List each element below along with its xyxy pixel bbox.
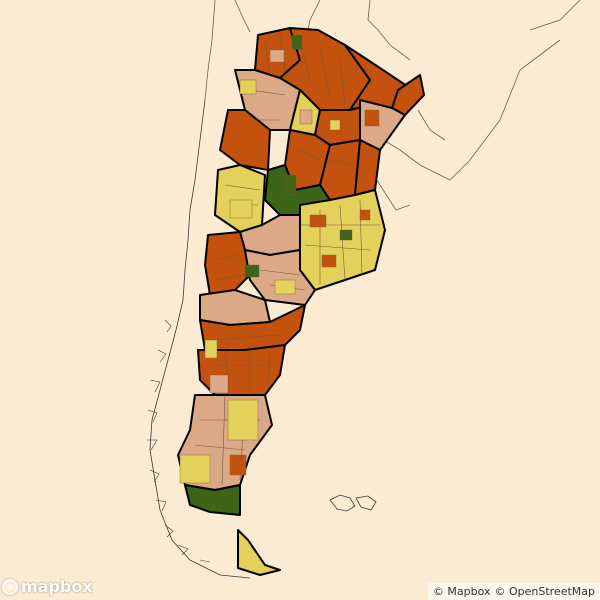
region-mendoza[interactable] (204, 231, 251, 296)
region-entre-rios[interactable] (354, 139, 381, 196)
mapbox-logo-text: mapbox (21, 577, 93, 596)
attribution-osm-link[interactable]: © OpenStreetMap (494, 585, 595, 598)
chile-islands (147, 319, 211, 563)
mapbox-logo-icon (2, 578, 18, 595)
region-la-pampa[interactable] (244, 249, 316, 306)
map-attribution: © Mapbox © OpenStreetMap (427, 583, 600, 600)
region-san-juan[interactable] (214, 164, 266, 233)
falkland-islands (329, 494, 377, 512)
region-neuquen[interactable] (199, 289, 271, 326)
mapbox-logo[interactable]: mapbox (2, 577, 93, 596)
region-misiones[interactable] (391, 74, 425, 116)
region-santa-cruz-south[interactable] (184, 484, 241, 516)
chile-coastline (149, 99, 251, 579)
department-patches (179, 34, 380, 484)
region-tierra-del-fuego[interactable] (237, 529, 281, 576)
attribution-mapbox-link[interactable]: © Mapbox (432, 585, 491, 598)
